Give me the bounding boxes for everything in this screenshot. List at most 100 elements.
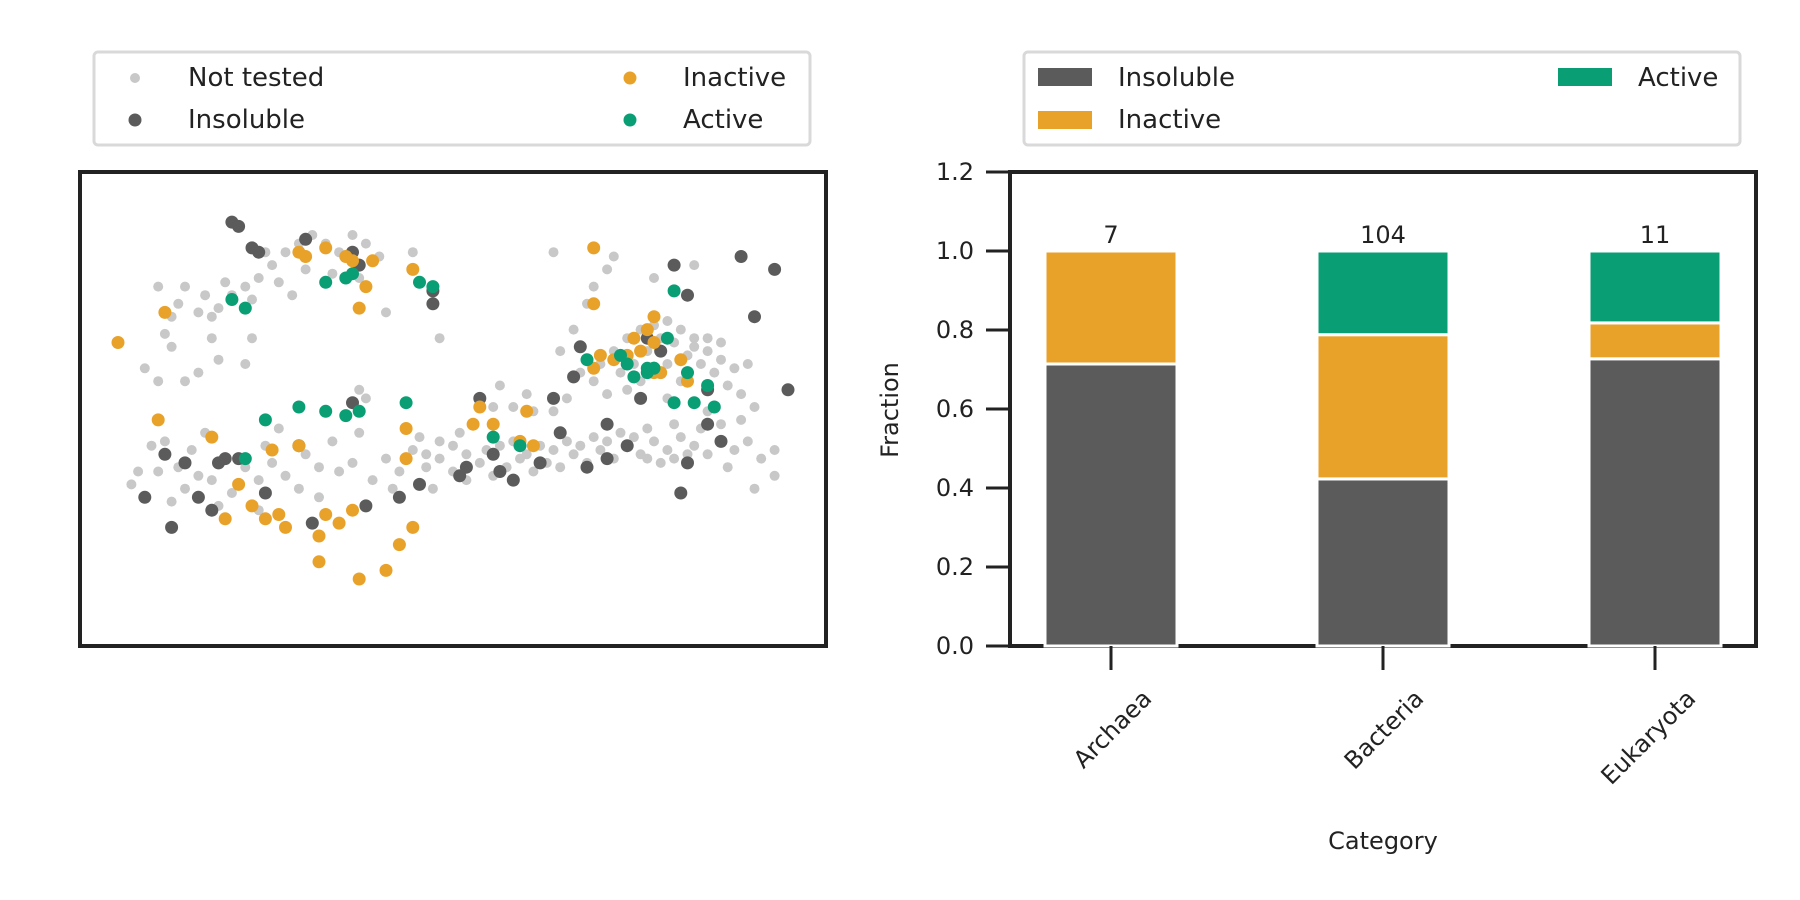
scatter-point-not-tested-74 — [159, 328, 170, 339]
scatter-point-not-tested-32 — [421, 462, 432, 473]
scatter-point-insoluble-35 — [426, 297, 440, 311]
bar-legend-swatch-active — [1558, 68, 1612, 86]
scatter-point-insoluble-44 — [634, 391, 648, 405]
scatter-point-inactive-46 — [587, 297, 601, 311]
scatter-point-not-tested-164 — [508, 402, 519, 412]
scatter-point-inactive-50 — [292, 245, 306, 259]
scatter-frame — [78, 170, 828, 648]
scatter-point-not-tested-30 — [354, 427, 365, 438]
scatter-point-not-tested-135 — [749, 402, 760, 412]
scatter-point-active-22 — [667, 284, 681, 298]
scatter-point-not-tested-10 — [186, 445, 197, 455]
scatter-point-inactive-6 — [312, 529, 326, 543]
scatter-point-not-tested-38 — [414, 432, 425, 443]
scatter-point-not-tested-109 — [206, 311, 217, 322]
y-axis-label: Fraction — [876, 362, 904, 458]
scatter-point-insoluble-43 — [600, 417, 614, 431]
scatter-point-inactive-19 — [279, 520, 292, 534]
bar-legend-label-insoluble: Insoluble — [1118, 63, 1235, 93]
scatter-point-inactive-37 — [634, 344, 648, 358]
y-axis-ticks: 0.0 0.2 0.4 0.6 0.8 1.0 1.2 — [936, 158, 1010, 660]
scatter-point-inactive-15 — [232, 477, 246, 491]
bar-legend: Insoluble Inactive Active — [1022, 50, 1742, 147]
scatter-point-insoluble-18 — [600, 452, 614, 466]
x-tick-label-bacteria: Bacteria — [1339, 684, 1429, 774]
bar-rects — [1043, 249, 1723, 648]
scatter-point-not-tested-91 — [267, 260, 278, 271]
scatter-point-not-tested-75 — [240, 359, 251, 369]
scatter-point-insoluble-12 — [459, 460, 473, 474]
scatter-point-not-tested-16 — [253, 475, 264, 486]
scatter-point-not-tested-167 — [561, 393, 572, 404]
scatter-point-active-19 — [707, 400, 721, 414]
x-tick-label-archaea: Archaea — [1068, 684, 1157, 773]
scatter-point-inactive-23 — [520, 404, 534, 418]
scatter-point-not-tested-23 — [314, 462, 324, 473]
scatter-point-insoluble-49 — [734, 250, 748, 263]
scatter-point-not-tested-112 — [407, 247, 418, 258]
scatter-point-not-tested-168 — [521, 389, 532, 400]
scatter-point-insoluble-7 — [305, 516, 319, 530]
scatter-point-not-tested-118 — [689, 260, 700, 271]
scatter-point-not-tested-92 — [280, 247, 291, 258]
scatter-point-not-tested-8 — [193, 470, 204, 481]
scatter-point-not-tested-170 — [354, 384, 365, 395]
scatter-point-insoluble-51 — [158, 447, 172, 461]
scatter-point-active-18 — [701, 379, 715, 392]
scatter-point-active-16 — [667, 396, 681, 410]
bar-total-bacteria: 104 — [1360, 221, 1406, 249]
scatter-point-inactive-47 — [587, 241, 601, 255]
scatter-point-not-tested-163 — [488, 402, 499, 412]
scatter-point-not-tested-160 — [736, 414, 747, 425]
scatter-point-inactive-51 — [366, 254, 380, 268]
y-tick-label-4: 0.8 — [936, 316, 974, 344]
scatter-point-inactive-25 — [158, 305, 172, 319]
scatter-point-not-tested-19 — [293, 483, 304, 494]
scatter-point-inactive-38 — [593, 348, 607, 362]
scatter-point-not-tested-78 — [454, 427, 465, 438]
legend-marker-inactive — [623, 71, 637, 85]
scatter-point-active-23 — [225, 293, 239, 306]
scatter-point-insoluble-41 — [567, 370, 581, 384]
scatter-point-active-28 — [413, 275, 426, 289]
bar-chart: 7 104 11 0.0 0.2 0.4 0.6 0.8 1.0 1.2 Archaea Bact… — [876, 158, 1758, 855]
scatter-point-active-21 — [681, 366, 694, 380]
scatter-point-not-tested-132 — [709, 367, 720, 378]
scatter-point-not-tested-121 — [555, 346, 566, 357]
scatter-point-not-tested-159 — [716, 419, 726, 430]
scatter-point-insoluble-30 — [245, 241, 259, 255]
scatter-point-not-tested-175 — [494, 440, 505, 451]
scatter-point-not-tested-100 — [200, 290, 211, 301]
scatter-point-not-tested-153 — [716, 337, 726, 348]
scatter-point-active-15 — [614, 348, 627, 362]
scatter-point-not-tested-151 — [689, 333, 700, 344]
scatter-point-not-tested-17 — [267, 457, 278, 468]
scatter-point-not-tested-180 — [561, 436, 572, 447]
scatter-point-not-tested-123 — [588, 376, 599, 387]
scatter-point-insoluble-54 — [205, 503, 219, 517]
scatter-point-inactive-24 — [526, 439, 540, 453]
scatter-point-not-tested-70 — [166, 341, 177, 352]
scatter-point-insoluble-2 — [212, 456, 225, 470]
scatter-point-not-tested-166 — [548, 406, 559, 417]
scatter-point-insoluble-10 — [413, 477, 426, 491]
scatter-point-not-tested-105 — [287, 290, 298, 301]
scatter-point-not-tested-139 — [662, 359, 673, 369]
scatter-point-not-tested-187 — [655, 457, 666, 468]
scatter-point-not-tested-80 — [427, 483, 438, 494]
scatter-point-inactive-43 — [647, 336, 661, 349]
scatter-point-active-17 — [687, 396, 701, 410]
scatter-point-inactive-18 — [258, 512, 272, 526]
scatter-point-insoluble-22 — [674, 486, 688, 500]
scatter-point-inactive-52 — [292, 439, 306, 453]
bar-eukaryota-active — [1587, 249, 1723, 325]
bar-total-eukaryota: 11 — [1640, 221, 1671, 249]
scatter-point-not-tested-143 — [716, 354, 726, 365]
scatter-point-not-tested-68 — [193, 367, 204, 378]
scatter-point-not-tested-29 — [394, 466, 405, 477]
scatter-point-active-3 — [319, 404, 333, 418]
legend-marker-active — [623, 113, 637, 127]
scatter-point-insoluble-23 — [714, 434, 728, 448]
scatter-point-inactive-21 — [473, 400, 487, 414]
